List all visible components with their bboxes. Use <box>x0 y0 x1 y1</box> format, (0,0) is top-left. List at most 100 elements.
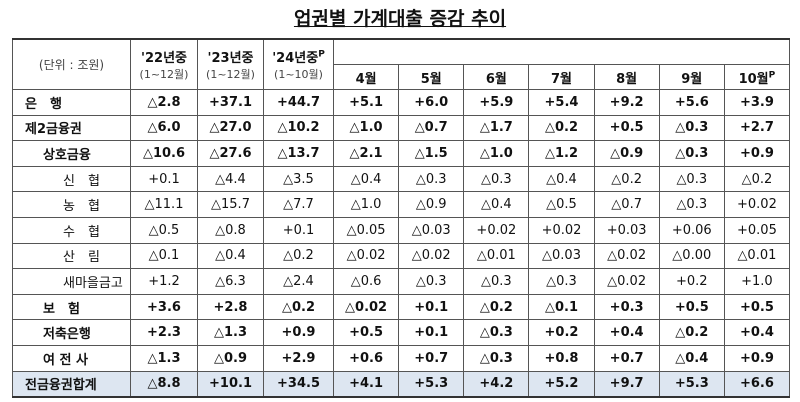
month-header: 8월 <box>593 64 660 90</box>
value-cell: △0.3 <box>658 114 725 142</box>
row-label: 전금융권합계 <box>12 370 131 398</box>
value-cell: △6.0 <box>130 114 198 142</box>
value-cell: △0.7 <box>398 114 465 142</box>
value-cell: △0.1 <box>528 293 595 321</box>
value-cell: +34.5 <box>263 370 334 398</box>
row-label: 여 전 사 <box>12 344 131 372</box>
value-cell: △0.02 <box>593 268 660 295</box>
value-cell: +2.8 <box>197 293 264 321</box>
value-cell: △27.6 <box>197 140 264 167</box>
month-label: 5월 <box>420 71 442 87</box>
month-header: 9월 <box>658 64 725 90</box>
value-cell: △10.6 <box>130 140 198 167</box>
row-label: 저축은행 <box>12 319 131 346</box>
month-label: 7월 <box>550 71 572 87</box>
row-label: 산 림 <box>12 242 131 270</box>
value-cell: +9.7 <box>593 370 660 398</box>
value-cell: △1.0 <box>463 140 530 167</box>
value-cell: +44.7 <box>263 89 334 116</box>
value-cell: △0.3 <box>463 319 530 346</box>
value-cell: △0.2 <box>593 165 660 193</box>
value-cell: +5.9 <box>463 89 530 116</box>
value-cell: +2.9 <box>263 344 334 372</box>
data-row: 신 협 +0.1 △4.4 △3.5 △0.4 △0.3 △0.3 △0.4 △0.2 △0.3 △… <box>12 165 791 193</box>
value-cell: +2.3 <box>130 319 198 346</box>
value-cell: +37.1 <box>197 89 264 116</box>
value-cell: △0.3 <box>463 344 530 372</box>
row-label: 수 협 <box>12 216 131 244</box>
data-row: 새마을금고 +1.2 △6.3 △2.4 △0.6 △0.3 △0.3 △0.3 △0.02 +0… <box>12 268 791 295</box>
value-cell: +0.4 <box>593 319 660 346</box>
period-label: '22년중 <box>141 51 187 66</box>
value-cell: △0.3 <box>463 268 530 295</box>
value-cell: +0.2 <box>658 268 725 295</box>
preliminary-mark: P <box>318 49 325 60</box>
value-cell: +0.02 <box>528 216 595 244</box>
value-cell: △0.2 <box>528 114 595 142</box>
month-header: 6월 <box>463 64 530 90</box>
value-cell: +0.1 <box>398 293 465 321</box>
period-range: (1~10월) <box>274 68 323 81</box>
data-row: 농 협 △11.1 △15.7 △7.7 △1.0 △0.9 △0.4 △0.5 △0.7 △0.… <box>12 191 791 218</box>
value-cell: +0.05 <box>723 216 791 244</box>
value-cell: △1.2 <box>528 140 595 167</box>
header-row: 4월 5월 6월 7월 8월 9월 10월P <box>13 64 791 90</box>
table-header: (단위 : 조원) '22년중 (1~12월) '23년중 (1~12월) '24년중P(… <box>12 38 791 90</box>
value-cell: +3.6 <box>130 293 198 321</box>
period-header: '22년중 (1~12월) <box>130 38 198 90</box>
value-cell: △0.2 <box>463 293 530 321</box>
value-cell: +0.03 <box>593 216 660 244</box>
value-cell: △0.3 <box>658 140 725 167</box>
value-cell: +0.7 <box>593 344 660 372</box>
value-cell: △27.0 <box>197 114 264 142</box>
value-cell: +0.7 <box>398 344 465 372</box>
row-label: 새마을금고 <box>12 268 131 295</box>
value-cell: △1.3 <box>197 319 264 346</box>
row-label: 농 협 <box>12 191 131 218</box>
value-cell: △2.1 <box>332 140 400 167</box>
data-row: 제2금융권 △6.0 △27.0 △10.2 △1.0 △0.7 △1.7 △0.2 +0.5 △… <box>12 114 791 142</box>
value-cell: △0.2 <box>723 165 791 193</box>
month-header: 5월 <box>398 64 465 90</box>
value-cell: +0.1 <box>263 216 334 244</box>
value-cell: △0.03 <box>398 216 465 244</box>
value-cell: △6.3 <box>197 268 264 295</box>
value-cell: △0.4 <box>658 344 725 372</box>
value-cell: +5.3 <box>398 370 465 398</box>
month-label: 8월 <box>616 71 638 87</box>
month-header: 4월 <box>332 64 400 90</box>
value-cell: +2.7 <box>723 114 791 142</box>
value-cell: +0.02 <box>463 216 530 244</box>
value-cell: △0.02 <box>332 242 400 270</box>
value-cell: △0.5 <box>528 191 595 218</box>
value-cell: △2.4 <box>263 268 334 295</box>
value-cell: +4.1 <box>332 370 400 398</box>
value-cell: △0.4 <box>463 191 530 218</box>
value-cell: △11.1 <box>130 191 198 218</box>
value-cell: △2.8 <box>130 89 198 116</box>
value-cell: +0.5 <box>332 319 400 346</box>
month-header: 7월 <box>528 64 595 90</box>
period-header: '23년중 (1~12월) <box>197 38 264 90</box>
value-cell: △0.02 <box>593 242 660 270</box>
data-row: 보 험 +3.6 +2.8 △0.2 △0.02 +0.1 △0.2 △0.1 +0.3 +0.5… <box>12 293 791 321</box>
value-cell: +9.2 <box>593 89 660 116</box>
month-label: 4월 <box>355 71 377 87</box>
table-body: 은 행 △2.8 +37.1 +44.7 +5.1 +6.0 +5.9 +5.4 +9.2 +5.… <box>12 89 791 398</box>
data-row: 산 림 △0.1 △0.4 △0.2 △0.02 △0.02 △0.01 △0.03 △0.02… <box>12 242 791 270</box>
value-cell: △0.9 <box>197 344 264 372</box>
header-row: (단위 : 조원) '22년중 (1~12월) '23년중 (1~12월) '24년중P(… <box>12 38 790 90</box>
value-cell: △0.2 <box>263 293 334 321</box>
loan-table: (단위 : 조원) '22년중 (1~12월) '23년중 (1~12월) '24년중P(… <box>12 38 791 399</box>
value-cell: +0.5 <box>593 114 660 142</box>
value-cell: △1.0 <box>332 114 400 142</box>
data-row: 은 행 △2.8 +37.1 +44.7 +5.1 +6.0 +5.9 +5.4 +9.2 +5.… <box>12 89 791 116</box>
value-cell: +0.2 <box>528 319 595 346</box>
value-cell: +0.1 <box>130 165 198 193</box>
row-label: 보 험 <box>12 293 131 321</box>
data-row: 저축은행 +2.3 △1.3 +0.9 +0.5 +0.1 △0.3 +0.2 +0.4 △0.2… <box>12 319 791 346</box>
value-cell: △0.3 <box>463 165 530 193</box>
value-cell: △1.5 <box>398 140 465 167</box>
table-title: 업권별 가계대출 증감 추이 <box>293 8 507 30</box>
value-cell: △0.1 <box>130 242 198 270</box>
